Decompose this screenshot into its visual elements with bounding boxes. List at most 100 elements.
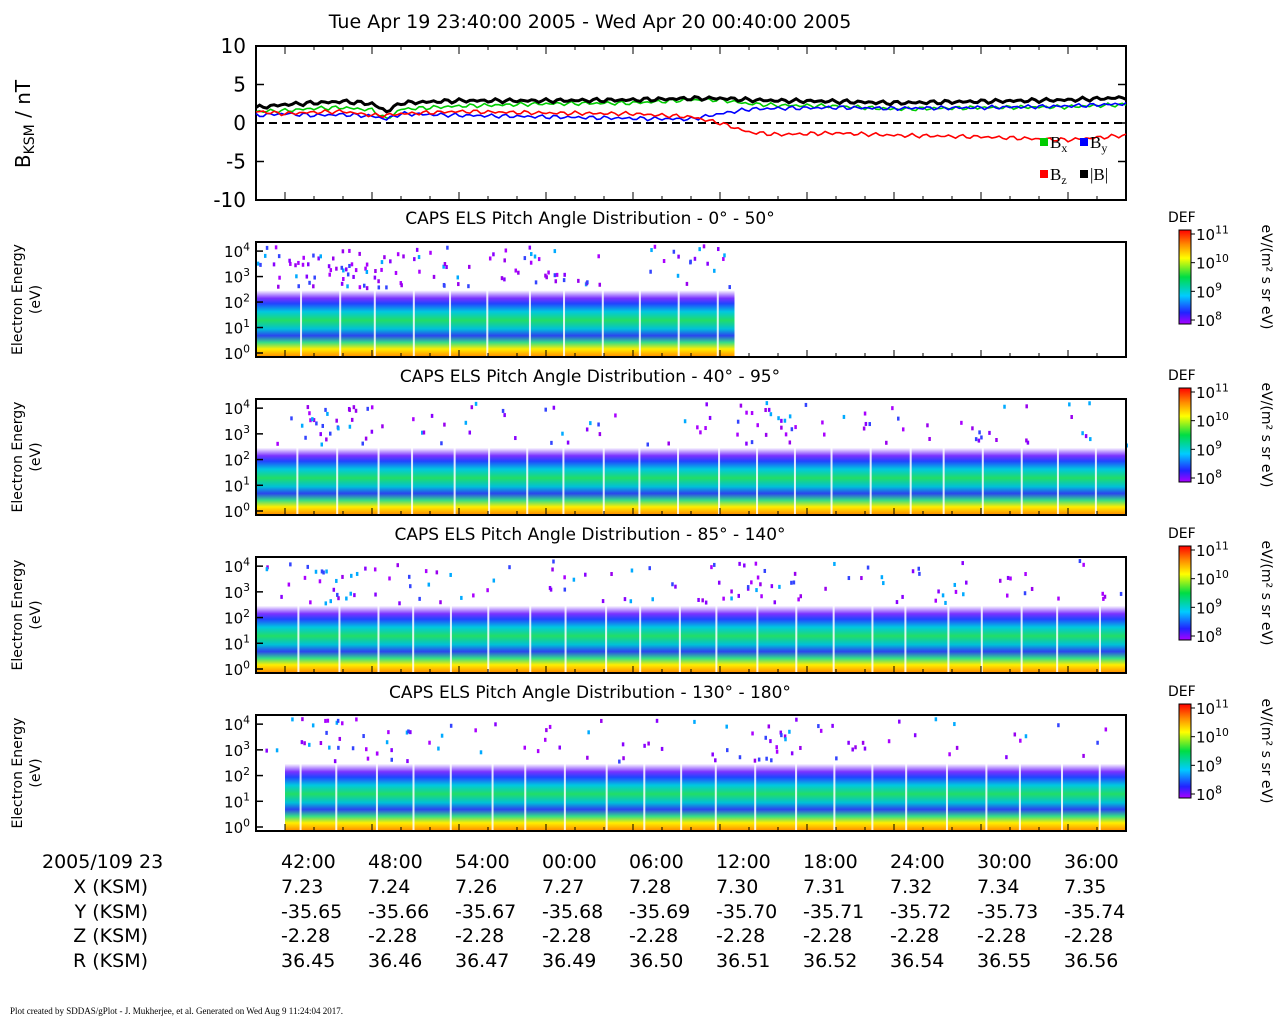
spectrogram-speck xyxy=(788,414,792,419)
spectrogram-speck xyxy=(1082,753,1085,758)
spectrogram-speck xyxy=(500,276,504,281)
legend-sub: z xyxy=(1061,173,1066,187)
axis-value-y: -35.68 xyxy=(542,901,603,923)
spectrogram-speck xyxy=(328,745,331,750)
spectrogram-speck xyxy=(544,407,547,412)
spectrogram-gap xyxy=(756,605,759,673)
spectrogram-speck xyxy=(698,247,701,252)
spectrogram-speck xyxy=(799,594,803,599)
spectrogram-gap xyxy=(639,605,642,673)
spectrogram-speck xyxy=(704,600,708,605)
spectrogram-speck xyxy=(308,742,311,747)
spectrogram-speck xyxy=(312,418,316,423)
spectrogram-gap xyxy=(375,763,378,831)
spectrogram-speck xyxy=(409,584,412,589)
spectrogram-speck xyxy=(701,598,704,603)
spectrogram-speck xyxy=(783,418,787,423)
spectrogram-speck xyxy=(407,574,411,579)
spectrogram-ytick-label-exp: 0 xyxy=(243,342,250,355)
spectrogram-speck xyxy=(548,724,552,729)
spectrogram-speck xyxy=(503,258,506,263)
axis-value-x: 7.34 xyxy=(977,876,1019,898)
spectrogram-gap xyxy=(524,763,527,831)
mag-ytick-label: 10 xyxy=(221,34,246,58)
spectrogram-speck xyxy=(866,565,870,570)
spectrogram-speck xyxy=(309,418,312,423)
spectrogram-speck xyxy=(329,599,332,604)
spectrogram-speck xyxy=(861,740,865,745)
colorbar-unit: eV/(m² s sr eV) xyxy=(1258,225,1274,330)
spectrogram-speck xyxy=(926,423,929,428)
spectrogram-speck xyxy=(755,588,758,593)
spectrogram-speck xyxy=(934,717,938,722)
spectrogram-speck xyxy=(437,746,440,751)
spectrogram-speck xyxy=(757,757,761,762)
spectrogram-speck xyxy=(554,279,558,284)
spectrogram-speck xyxy=(566,440,570,445)
spectrogram-speck xyxy=(795,717,798,722)
spectrogram-speck xyxy=(882,581,885,586)
spectrogram-speck xyxy=(350,573,353,578)
spectrogram-speck xyxy=(577,278,580,283)
spectrogram-speck xyxy=(974,437,978,442)
spectrogram-speck xyxy=(365,286,369,291)
spectrogram-gap xyxy=(678,605,681,673)
spectrogram-speck xyxy=(390,748,393,753)
colorbar-label: DEF xyxy=(1168,526,1196,542)
spectrogram-speck xyxy=(319,254,322,259)
spectrogram-ytick-label-base: 10 xyxy=(224,584,243,602)
spectrogram-speck xyxy=(934,598,938,603)
colorbar-tick-label-exp: 10 xyxy=(1215,410,1229,423)
spectrogram-speck xyxy=(717,247,720,252)
spectrogram-speck xyxy=(988,430,991,435)
spectrogram-speck xyxy=(998,578,1002,583)
spectrogram-speck xyxy=(468,430,472,435)
spectrogram-speck xyxy=(335,578,338,583)
spectrogram-speck xyxy=(558,745,561,750)
spectrogram-ytick-label-base: 10 xyxy=(224,793,243,811)
spectrogram-speck xyxy=(563,272,566,277)
spectrogram-speck xyxy=(417,255,421,260)
axis-row-label: 2005/109 23 xyxy=(42,851,163,873)
spectrogram-gap xyxy=(605,763,608,831)
spectrogram-speck xyxy=(696,425,699,430)
spectrogram-speck xyxy=(941,593,945,598)
spectrogram-gap xyxy=(562,447,565,515)
spectrogram-speck xyxy=(676,273,680,278)
spectrogram-speck xyxy=(332,587,336,592)
axis-value-r: 36.54 xyxy=(890,950,944,972)
spectrogram-gap xyxy=(638,447,641,515)
spectrogram-speck xyxy=(563,587,567,592)
spectrogram-speck xyxy=(523,745,527,750)
spectrogram-speck xyxy=(898,719,901,724)
spectrogram-speck xyxy=(597,254,600,259)
spectrogram-speck xyxy=(329,268,333,273)
spectrogram-speck xyxy=(530,252,533,257)
spectrogram-panels: CAPS ELS Pitch Angle Distribution - 0° -… xyxy=(10,209,1274,837)
spectrogram-speck xyxy=(362,283,366,288)
spectrogram-speck xyxy=(1104,727,1108,732)
spectrogram-gap xyxy=(754,763,757,831)
spectrogram-gap xyxy=(296,447,299,515)
spectrogram-speck xyxy=(685,281,689,286)
axis-value-time: 18:00 xyxy=(803,851,858,873)
spectrogram-speck xyxy=(672,249,676,254)
spectrogram-ytick-label: 103 xyxy=(224,423,250,444)
spectrogram-speck xyxy=(552,405,556,410)
spectrogram-ytick-label-exp: 1 xyxy=(243,633,250,646)
legend-name: B xyxy=(1050,165,1061,184)
axis-value-x: 7.27 xyxy=(542,876,584,898)
spectrogram-speck xyxy=(405,730,409,735)
spectrogram-ytick-label-base: 10 xyxy=(224,661,243,679)
spectrogram-ytick-label-base: 10 xyxy=(224,768,243,786)
colorbar-tick-label: 1010 xyxy=(1196,568,1229,589)
spectrogram-title: CAPS ELS Pitch Angle Distribution - 85° … xyxy=(394,525,785,545)
spectrogram-gap xyxy=(1056,447,1059,515)
spectrogram-speck xyxy=(374,269,377,274)
spectrogram-speck xyxy=(911,569,915,574)
spectrogram-speck xyxy=(348,407,351,412)
spectrogram-speck xyxy=(354,408,358,413)
spectrogram-speck xyxy=(380,260,384,265)
spectrogram-speck xyxy=(440,733,444,738)
spectrogram-speck xyxy=(355,717,358,722)
